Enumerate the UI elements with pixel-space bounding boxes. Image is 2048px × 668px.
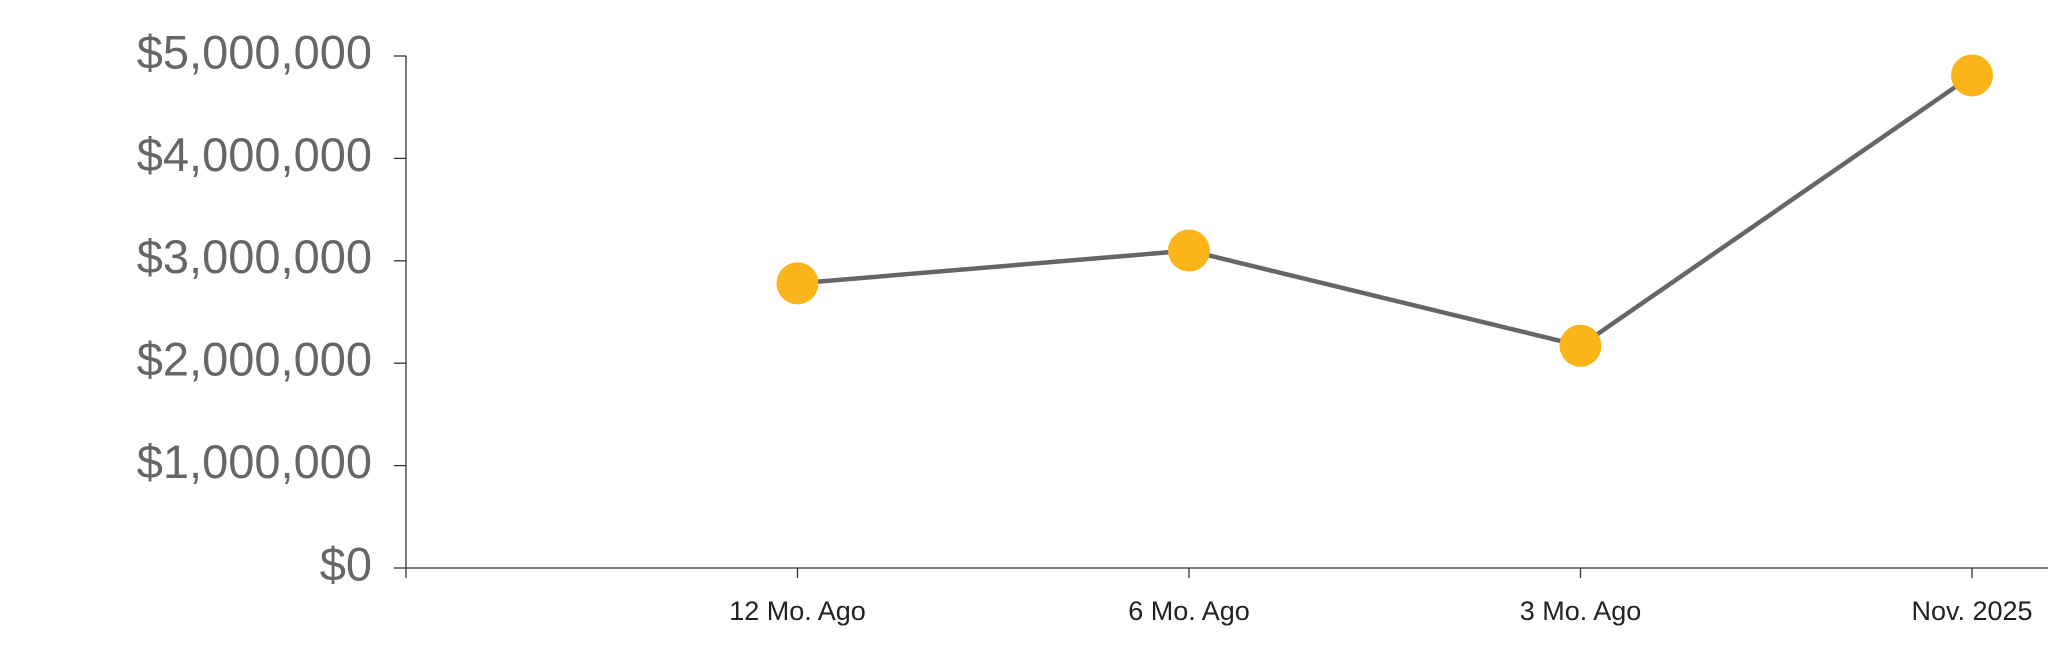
point — [1168, 229, 1210, 272]
y-tick-label: $0 — [320, 537, 372, 590]
y-tick-label: $1,000,000 — [137, 435, 372, 488]
x-tick-label: 6 Mo. Ago — [1128, 596, 1250, 626]
y-tick-label: $3,000,000 — [137, 230, 372, 283]
y-tick-label: $4,000,000 — [137, 128, 372, 181]
point — [1951, 54, 1993, 97]
y-tick-label: $2,000,000 — [137, 333, 372, 386]
y-tick-label: $5,000,000 — [137, 25, 372, 78]
line — [797, 73, 1974, 349]
point — [776, 262, 819, 305]
x-tick-label: Nov. 2025 — [1911, 596, 2032, 626]
x-tick-label: 12 Mo. Ago — [729, 596, 866, 626]
x-tick-label: 3 Mo. Ago — [1520, 596, 1642, 626]
point — [1559, 324, 1602, 367]
